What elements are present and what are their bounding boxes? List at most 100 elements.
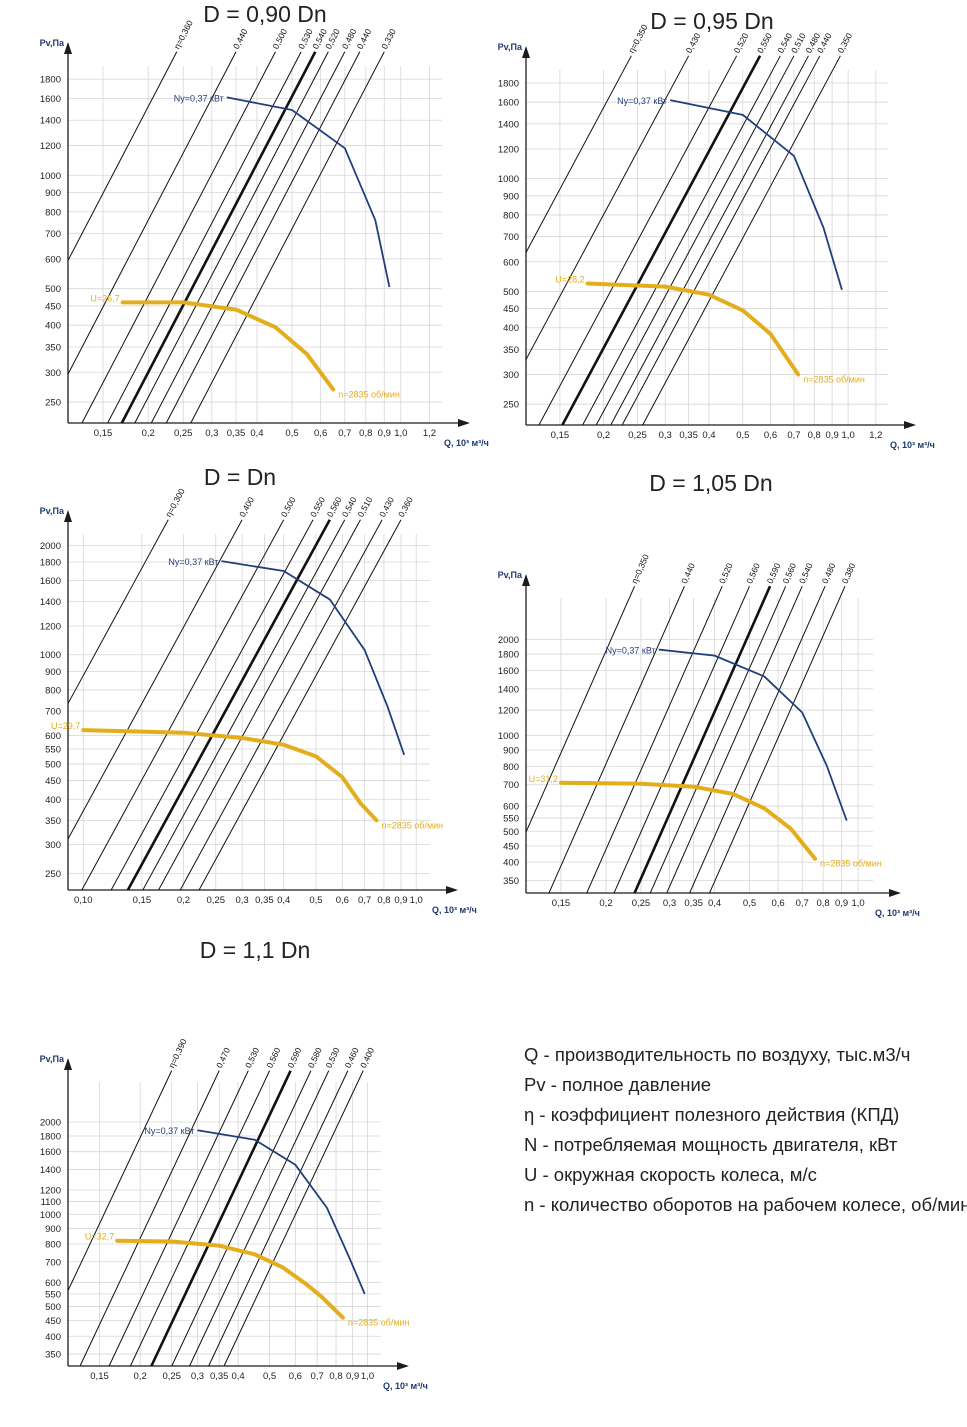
chart-title: D = 0,95 Dn [650, 8, 773, 34]
efficiency-label: 0,560 [264, 1046, 282, 1070]
y-tick-label: 400 [45, 321, 61, 332]
y-tick-label: 1800 [40, 1131, 61, 1142]
y-tick-label: 500 [45, 1302, 61, 1313]
y-tick-label: 1200 [40, 1185, 61, 1196]
speed-n-label: n=2835 об/мин [348, 1318, 410, 1328]
efficiency-line [610, 55, 809, 426]
efficiency-line [108, 1070, 249, 1367]
x-tick-label: 0,35 [227, 428, 246, 439]
x-tick-label: 0,2 [597, 430, 610, 441]
x-tick-label: 0,25 [206, 895, 225, 906]
speed-u-label: U=29,7 [51, 721, 80, 731]
efficiency-label: 0,580 [306, 1046, 324, 1070]
speed-u-label: U=32,7 [85, 1232, 114, 1242]
x-tick-label: 0,6 [289, 1371, 302, 1382]
efficiency-label: 0,440 [355, 27, 374, 51]
y-tick-label: 350 [45, 343, 61, 354]
y-tick-label: 550 [503, 814, 519, 825]
x-tick-label: 0,3 [205, 428, 218, 439]
y-tick-label: 400 [503, 323, 519, 334]
x-tick-label: 0,6 [336, 895, 349, 906]
x-tick-label: 0,25 [628, 430, 647, 441]
y-tick-label: 700 [45, 1257, 61, 1268]
speed-n-label: n=2835 об/мин [820, 859, 882, 869]
y-tick-label: 800 [503, 210, 519, 221]
efficiency-line [67, 519, 243, 840]
speed-u-label: U=28,2 [555, 274, 584, 284]
x-axis-arrow [904, 421, 916, 429]
x-tick-label: 0,3 [659, 430, 672, 441]
legend-item-pv: Pv - полное давление [524, 1074, 712, 1095]
y-tick-label: 350 [45, 816, 61, 827]
x-tick-label: 1,0 [394, 428, 407, 439]
y-tick-label: 450 [503, 841, 519, 852]
x-tick-label: 0,3 [235, 895, 248, 906]
efficiency-label: η=0,300 [163, 487, 187, 519]
efficiency-line [134, 51, 329, 424]
y-tick-label: 1600 [498, 666, 519, 677]
efficiency-label: 0,530 [243, 1046, 261, 1070]
y-tick-label: 550 [45, 745, 61, 756]
x-tick-label: 0,5 [736, 430, 749, 441]
y-tick-label: 450 [45, 301, 61, 312]
x-axis-arrow [446, 886, 458, 894]
efficiency-label: 0,440 [679, 561, 697, 585]
legend-item-n-speed: n - количество оборотов на рабочем колес… [524, 1194, 967, 1215]
y-tick-label: 400 [503, 858, 519, 869]
grid [68, 534, 430, 890]
y-tick-label: 2000 [40, 541, 61, 552]
power-curve [670, 99, 843, 291]
efficiency-line [110, 519, 314, 891]
efficiency-line [179, 519, 383, 891]
x-tick-label: 0,2 [142, 428, 155, 439]
efficiency-label: 0,350 [835, 31, 854, 55]
efficiency-line [709, 585, 846, 894]
x-tick-label: 0,5 [285, 428, 298, 439]
x-axis-label: Q, 10³ м³/ч [875, 908, 920, 918]
y-tick-label: 800 [45, 1239, 61, 1250]
efficiency-label: η=0,350 [626, 22, 650, 54]
y-tick-label: 1800 [498, 650, 519, 661]
y-tick-label: 600 [45, 254, 61, 265]
efficiency-line [79, 1070, 220, 1367]
y-tick-label: 1800 [498, 79, 519, 90]
y-tick-label: 1800 [40, 558, 61, 569]
x-axis-arrow [458, 419, 470, 427]
legend-item-q: Q - производительность по воздуху, тыс.м… [524, 1044, 911, 1065]
efficiency-label: 0,560 [780, 561, 798, 585]
x-tick-label: 0,5 [263, 1371, 276, 1382]
x-tick-label: 0,3 [663, 898, 676, 909]
x-tick-label: 0,5 [309, 895, 322, 906]
y-tick-label: 1400 [40, 116, 61, 127]
speed-u-label: U=26,7 [90, 293, 119, 303]
x-tick-label: 0,4 [250, 428, 263, 439]
x-tick-label: 0,9 [826, 430, 839, 441]
y-axis-arrow [64, 42, 72, 54]
efficiency-line [649, 585, 787, 894]
y-tick-label: 1000 [40, 650, 61, 661]
x-tick-label: 1,2 [869, 430, 882, 441]
y-tick-label: 500 [503, 827, 519, 838]
x-tick-label: 0,9 [835, 898, 848, 909]
power-label: Ny=0,37 кВт [144, 1126, 194, 1136]
efficiency-line [189, 1070, 330, 1367]
efficiency-label: η=0,350 [629, 552, 651, 585]
y-tick-label: 1600 [40, 576, 61, 587]
efficiency-line [67, 1070, 173, 1291]
speed-curve [558, 780, 818, 861]
y-tick-label: 500 [45, 284, 61, 295]
y-tick-label: 800 [503, 762, 519, 773]
x-tick-label: 0,15 [90, 1371, 109, 1382]
y-tick-label: 250 [45, 869, 61, 880]
efficiency-label: η=0,390 [166, 1037, 188, 1070]
speed-curve [120, 300, 336, 392]
x-tick-label: 0,25 [174, 428, 193, 439]
y-tick-label: 300 [503, 370, 519, 381]
speed-curve [81, 728, 379, 823]
power-curve [197, 1129, 366, 1295]
chart-4: D = 1,05 Dn Pv,Па Q, 10³ м³/ч 0,15 0,2 0,25 0,… [498, 470, 920, 918]
y-tick-label: 1400 [40, 1165, 61, 1176]
x-tick-label: 0,8 [329, 1371, 342, 1382]
y-tick-label: 900 [45, 667, 61, 678]
